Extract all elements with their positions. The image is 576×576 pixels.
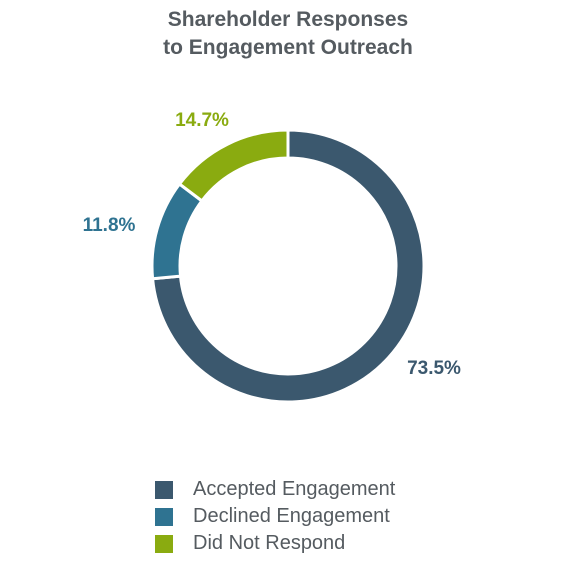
legend: Accepted Engagement Declined Engagement …	[155, 476, 395, 557]
legend-label-no-response: Did Not Respond	[193, 532, 346, 554]
slice-accepted	[150, 128, 426, 404]
data-label-accepted: 73.5%	[407, 358, 461, 379]
data-label-declined: 11.8%	[83, 215, 136, 236]
legend-label-accepted: Accepted Engagement	[193, 478, 396, 500]
slice-no-response	[177, 128, 290, 203]
chart-title-line-1: Shareholder Responses	[167, 8, 409, 31]
legend-swatch-accepted	[155, 480, 173, 499]
chart-title-line-2: to Engagement Outreach	[163, 36, 413, 59]
legend-item-declined: Declined Engagement	[155, 503, 395, 530]
slice-declined	[150, 181, 204, 281]
data-label-no-response: 14.7%	[175, 110, 229, 131]
legend-item-no-response: Did Not Respond	[155, 530, 395, 557]
legend-label-declined: Declined Engagement	[193, 505, 390, 527]
legend-swatch-declined	[155, 507, 173, 526]
legend-swatch-no-response	[155, 534, 173, 553]
legend-item-accepted: Accepted Engagement	[155, 476, 395, 503]
